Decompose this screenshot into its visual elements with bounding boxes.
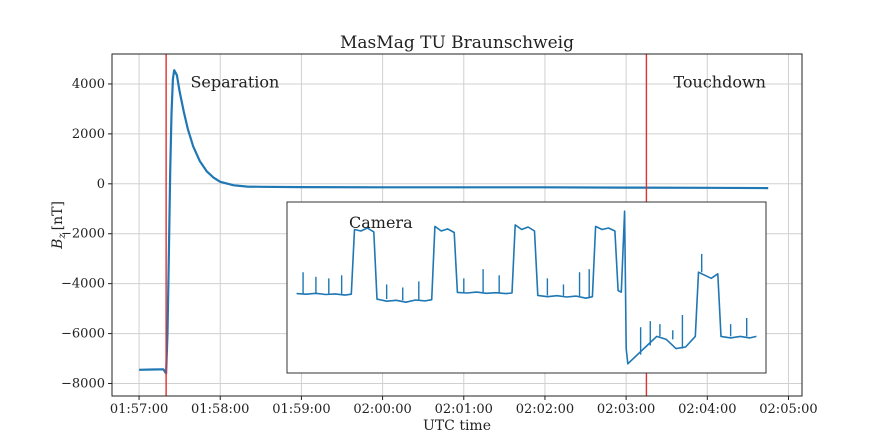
inset-label: Camera bbox=[349, 213, 413, 232]
inset-frame bbox=[286, 201, 767, 374]
y-axis-label-main: B bbox=[50, 239, 66, 250]
x-tick-label: 01:57:00 bbox=[110, 402, 168, 417]
y-tick-label: 4000 bbox=[72, 77, 105, 92]
inset-panel: Camera bbox=[286, 201, 767, 374]
x-tick-label: 01:58:00 bbox=[191, 402, 249, 417]
y-tick-label: −4000 bbox=[61, 277, 105, 292]
y-axis-label-sub: z bbox=[57, 233, 68, 240]
ticks: 01:57:00 01:58:00 01:59:00 02:00:00 02:01:00… bbox=[61, 77, 818, 417]
y-tick-label: −2000 bbox=[61, 227, 105, 242]
series-line bbox=[139, 69, 769, 375]
x-tick-label: 02:01:00 bbox=[435, 402, 493, 417]
y-tick-label: −8000 bbox=[61, 377, 105, 392]
chart-title: MasMag TU Braunschweig bbox=[340, 33, 574, 53]
inset-series-line bbox=[296, 210, 757, 365]
y-tick-label: 2000 bbox=[72, 127, 105, 142]
annotations: Separation Touchdown bbox=[190, 72, 766, 91]
annotation-label: Separation bbox=[190, 72, 279, 91]
series-layer bbox=[139, 69, 769, 375]
y-tick-label: −6000 bbox=[61, 327, 105, 342]
x-tick-label: 02:05:00 bbox=[759, 402, 817, 417]
plot-frame bbox=[111, 53, 803, 397]
x-tick-label: 02:00:00 bbox=[353, 402, 411, 417]
x-tick-label: 02:02:00 bbox=[516, 402, 574, 417]
y-axis-label-unit: [nT] bbox=[50, 201, 66, 230]
x-axis-label: UTC time bbox=[423, 418, 491, 434]
x-tick-label: 02:03:00 bbox=[597, 402, 655, 417]
x-tick-label: 02:04:00 bbox=[678, 402, 736, 417]
y-tick-label: 0 bbox=[97, 177, 105, 192]
y-axis-label: Bz [nT] bbox=[50, 201, 68, 250]
annotation-label: Touchdown bbox=[673, 72, 766, 91]
x-tick-label: 01:59:00 bbox=[272, 402, 330, 417]
